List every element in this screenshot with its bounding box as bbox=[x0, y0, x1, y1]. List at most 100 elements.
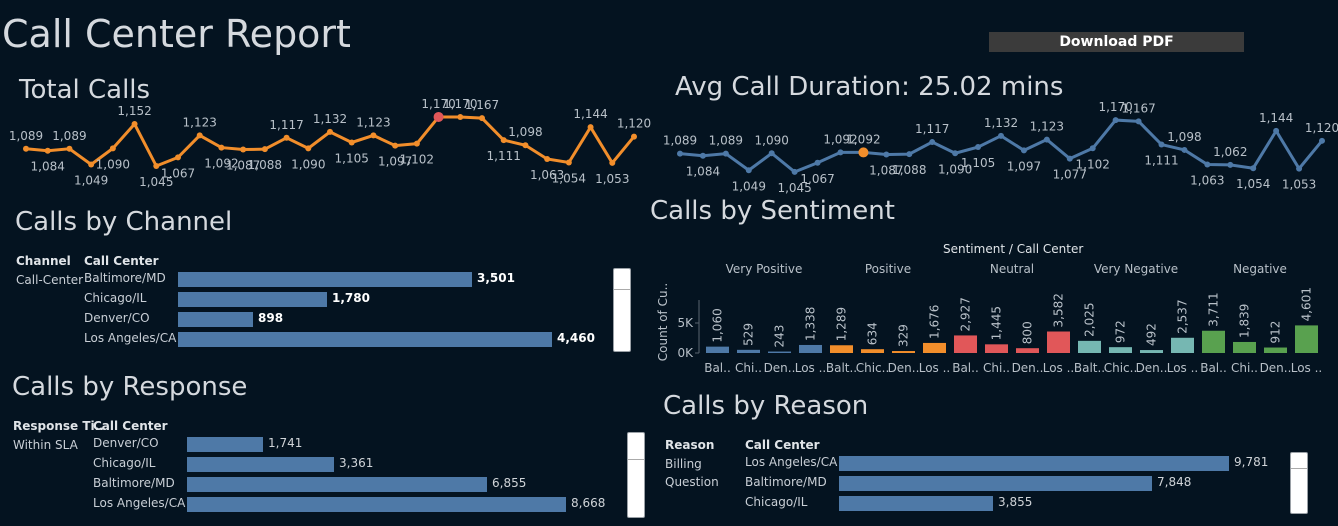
data-point[interactable] bbox=[677, 150, 683, 157]
channel-scroll-thumb[interactable] bbox=[614, 269, 630, 290]
data-point[interactable] bbox=[413, 140, 420, 147]
bar[interactable] bbox=[737, 349, 760, 353]
data-point[interactable] bbox=[175, 154, 181, 161]
bar[interactable] bbox=[768, 351, 791, 353]
download-pdf-button[interactable]: Download PDF bbox=[989, 32, 1244, 52]
data-point[interactable] bbox=[261, 146, 268, 153]
data-point[interactable] bbox=[457, 113, 464, 120]
data-point[interactable] bbox=[1273, 127, 1280, 134]
data-point[interactable] bbox=[1250, 165, 1257, 172]
data-point[interactable] bbox=[1319, 137, 1325, 144]
data-point[interactable] bbox=[153, 163, 160, 170]
bar[interactable] bbox=[178, 272, 472, 287]
data-point[interactable] bbox=[131, 121, 138, 128]
bar[interactable] bbox=[861, 349, 884, 353]
data-point[interactable] bbox=[218, 144, 225, 151]
data-point[interactable] bbox=[1227, 161, 1234, 168]
bar[interactable] bbox=[1140, 350, 1163, 353]
reason-scrollbar[interactable] bbox=[1290, 452, 1308, 514]
data-point[interactable] bbox=[837, 149, 844, 156]
bar[interactable] bbox=[187, 457, 334, 472]
bar[interactable] bbox=[187, 477, 487, 492]
data-point[interactable] bbox=[952, 150, 959, 157]
data-point[interactable] bbox=[1066, 155, 1073, 162]
data-point[interactable] bbox=[1135, 118, 1142, 125]
bar[interactable] bbox=[706, 346, 729, 353]
data-point[interactable] bbox=[479, 115, 485, 122]
data-point[interactable] bbox=[44, 147, 51, 154]
data-point[interactable] bbox=[814, 159, 821, 166]
bar[interactable] bbox=[1016, 348, 1039, 353]
data-point[interactable] bbox=[609, 159, 616, 166]
data-point[interactable] bbox=[745, 167, 752, 174]
data-point[interactable] bbox=[565, 159, 572, 166]
bar[interactable] bbox=[799, 344, 822, 353]
bar[interactable] bbox=[178, 312, 253, 327]
data-point[interactable] bbox=[500, 137, 507, 144]
reason-scroll-thumb[interactable] bbox=[1291, 453, 1307, 469]
bar[interactable] bbox=[892, 351, 915, 353]
bar[interactable] bbox=[1202, 330, 1225, 353]
response-scrollbar[interactable] bbox=[627, 432, 645, 518]
data-point[interactable] bbox=[699, 152, 706, 159]
data-point[interactable] bbox=[196, 132, 203, 139]
data-point[interactable] bbox=[392, 142, 399, 149]
data-point[interactable] bbox=[327, 128, 333, 135]
data-point[interactable] bbox=[522, 142, 529, 149]
data-point[interactable] bbox=[88, 161, 95, 168]
bar[interactable] bbox=[1295, 325, 1318, 353]
data-point[interactable] bbox=[240, 146, 247, 153]
bar[interactable] bbox=[178, 332, 552, 347]
data-point[interactable] bbox=[109, 145, 116, 152]
data-point[interactable] bbox=[1020, 147, 1027, 154]
data-point[interactable] bbox=[433, 111, 444, 122]
data-point[interactable] bbox=[1089, 145, 1096, 152]
data-point[interactable] bbox=[929, 139, 936, 146]
bar[interactable] bbox=[1078, 340, 1101, 353]
bar[interactable] bbox=[1171, 337, 1194, 353]
bar[interactable] bbox=[1047, 331, 1070, 353]
data-point[interactable] bbox=[791, 168, 798, 175]
data-point[interactable] bbox=[1043, 136, 1050, 143]
data-point[interactable] bbox=[348, 139, 355, 146]
data-point[interactable] bbox=[370, 132, 377, 139]
data-point[interactable] bbox=[906, 151, 913, 158]
data-point[interactable] bbox=[975, 144, 982, 151]
data-point[interactable] bbox=[283, 134, 290, 141]
data-label: 2,537 bbox=[1176, 299, 1190, 333]
data-point[interactable] bbox=[587, 124, 594, 131]
data-point[interactable] bbox=[1204, 161, 1211, 168]
data-point[interactable] bbox=[23, 145, 29, 152]
bar[interactable] bbox=[839, 496, 993, 511]
bar[interactable] bbox=[839, 476, 1152, 491]
bar[interactable] bbox=[1233, 341, 1256, 353]
data-point[interactable] bbox=[544, 155, 551, 162]
bar[interactable] bbox=[985, 344, 1008, 353]
bar[interactable] bbox=[178, 292, 327, 307]
bar[interactable] bbox=[1109, 347, 1132, 353]
data-point[interactable] bbox=[858, 147, 869, 158]
data-point[interactable] bbox=[768, 150, 775, 157]
data-point[interactable] bbox=[1112, 117, 1119, 124]
data-point[interactable] bbox=[883, 151, 890, 158]
bar[interactable] bbox=[839, 456, 1229, 471]
response-scroll-thumb[interactable] bbox=[628, 433, 644, 460]
data-point[interactable] bbox=[998, 132, 1004, 139]
data-point[interactable] bbox=[1296, 165, 1303, 172]
bar[interactable] bbox=[187, 497, 566, 512]
bar[interactable] bbox=[954, 335, 977, 353]
data-point[interactable] bbox=[1181, 146, 1188, 153]
data-point[interactable] bbox=[722, 150, 729, 157]
data-point[interactable] bbox=[631, 133, 637, 140]
bar[interactable] bbox=[830, 345, 853, 353]
channel-scrollbar[interactable] bbox=[613, 268, 631, 352]
data-point[interactable] bbox=[1158, 141, 1165, 148]
data-point[interactable] bbox=[305, 145, 312, 152]
data-point[interactable] bbox=[66, 145, 73, 152]
bar[interactable] bbox=[187, 437, 263, 452]
bar[interactable] bbox=[923, 342, 946, 353]
bar[interactable] bbox=[1264, 347, 1287, 353]
